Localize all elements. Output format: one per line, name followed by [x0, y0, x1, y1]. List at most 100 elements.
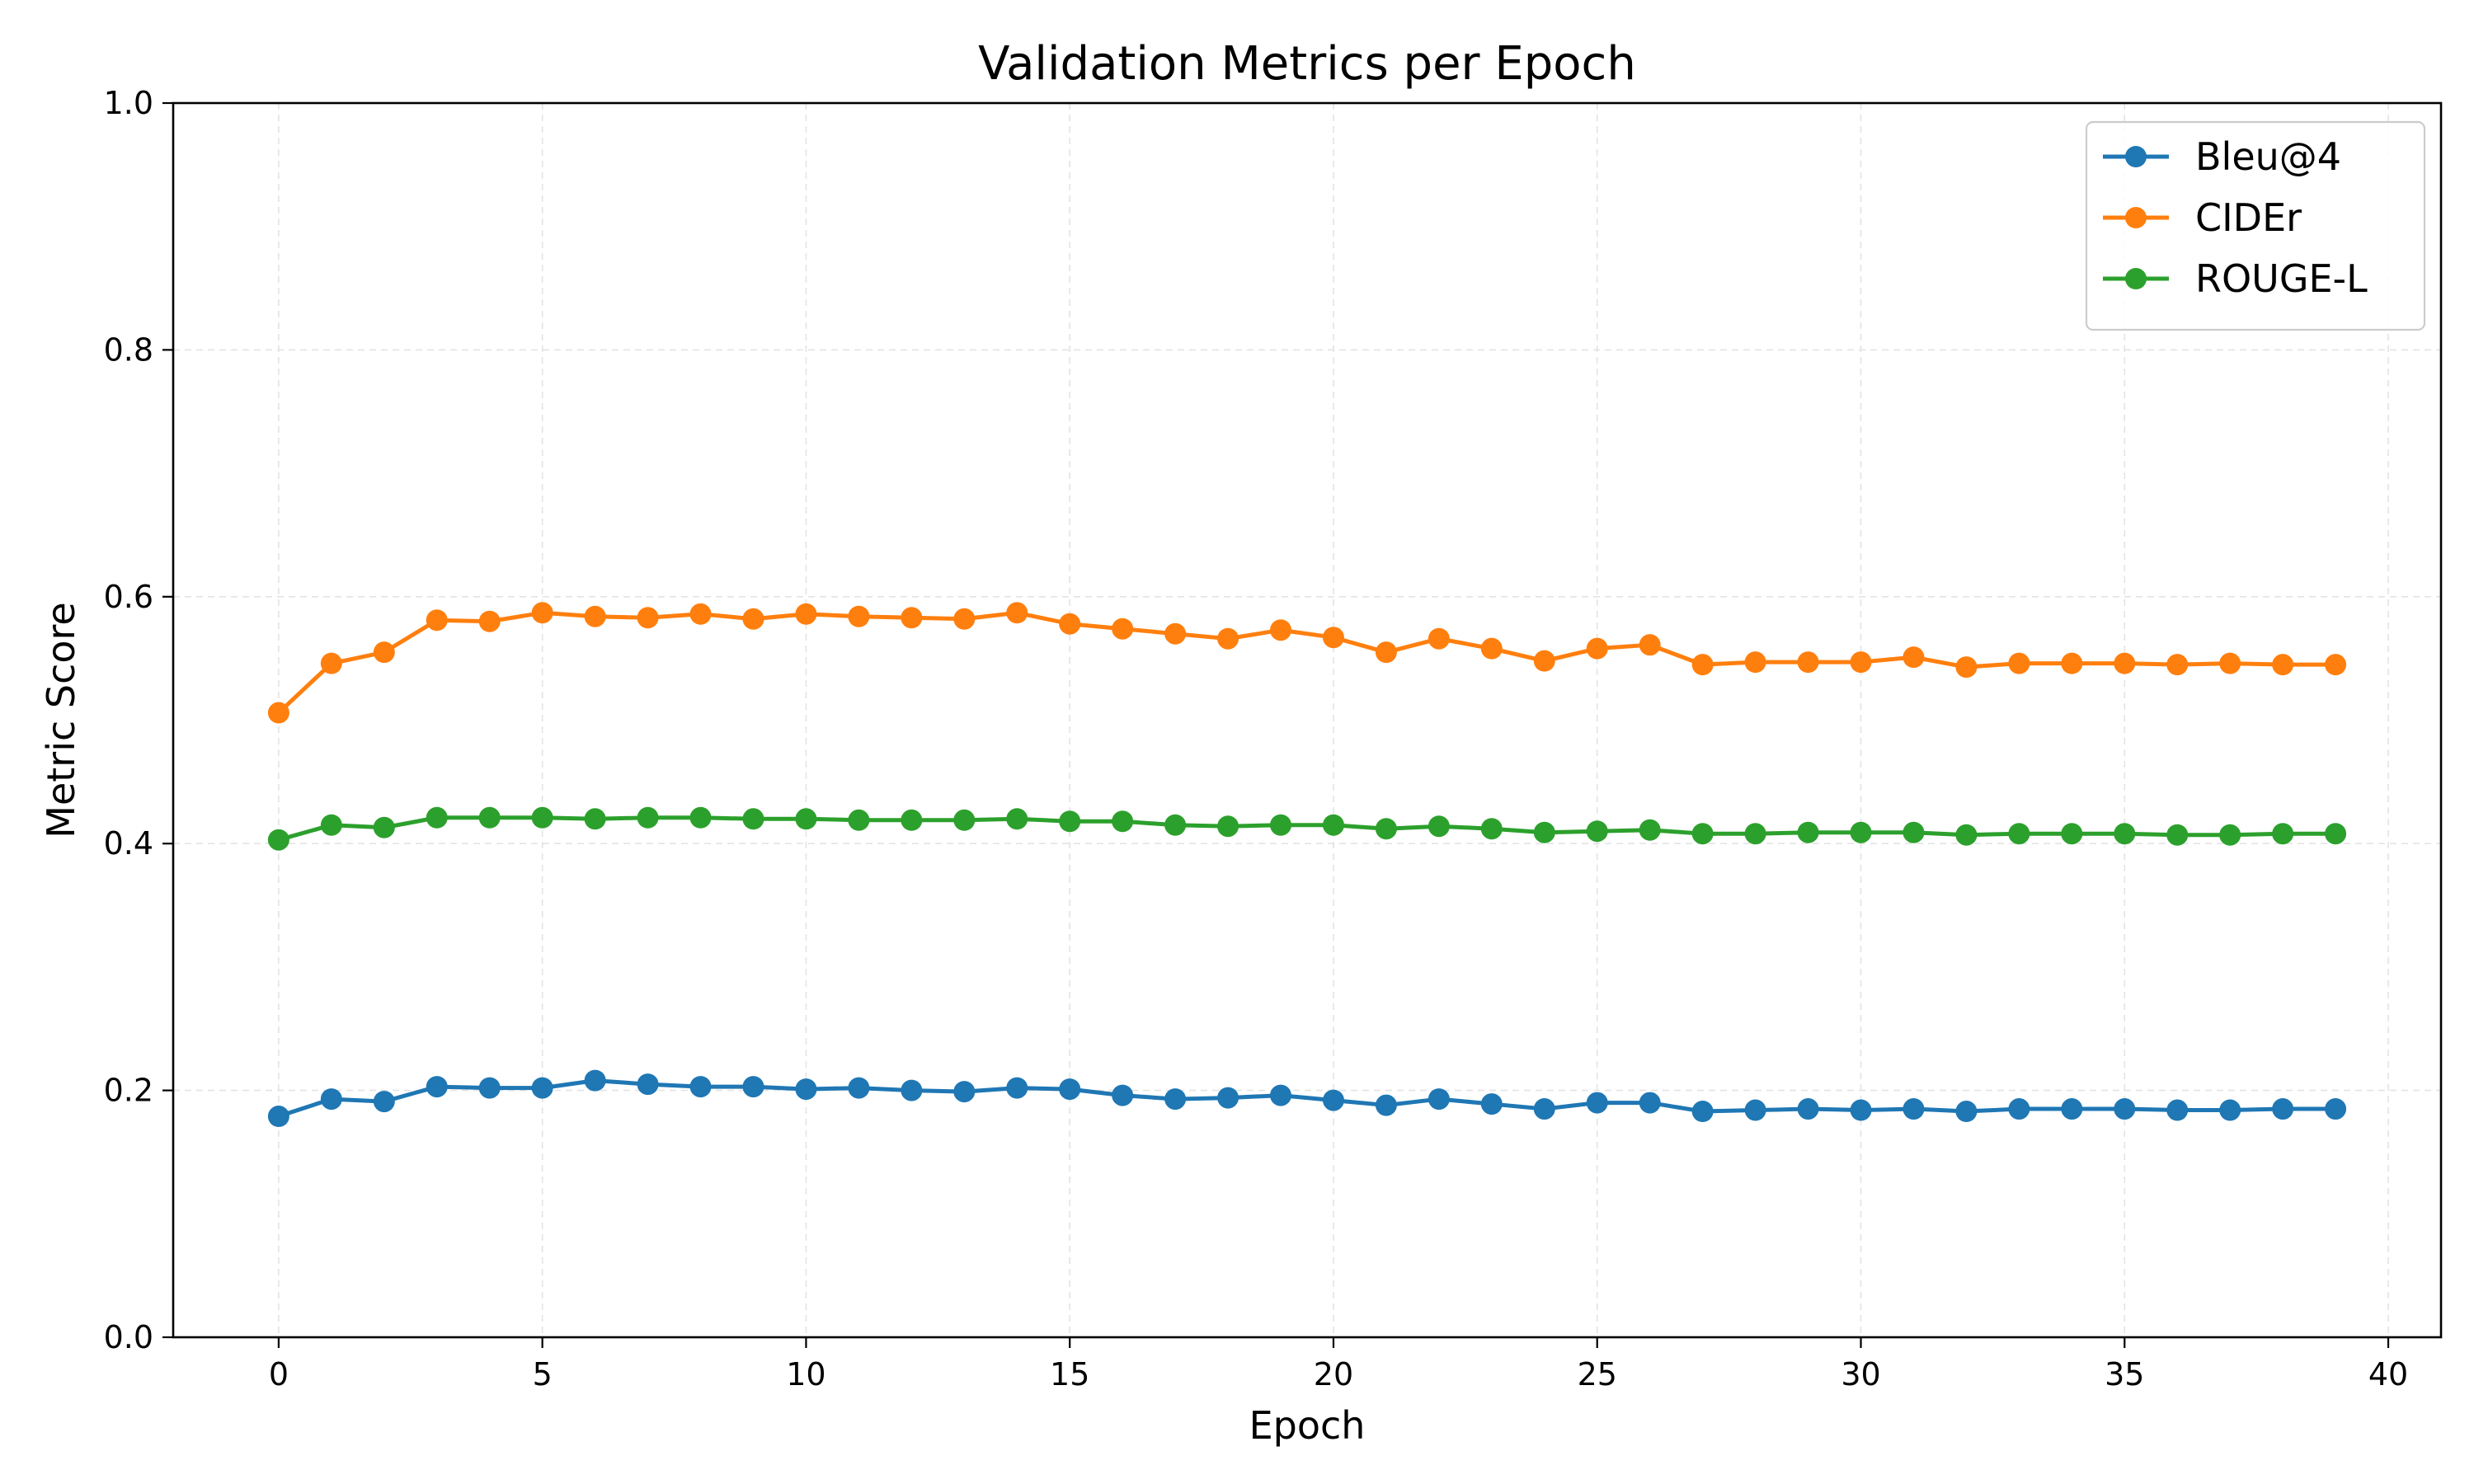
x-tick-label: 40	[2368, 1356, 2408, 1392]
data-point	[1850, 1099, 1872, 1121]
data-point	[373, 1091, 395, 1113]
data-point	[1797, 821, 1819, 843]
data-point	[584, 1069, 606, 1092]
data-point	[901, 809, 923, 831]
data-point	[1322, 1089, 1344, 1111]
legend-item: Bleu@4	[2103, 134, 2341, 179]
data-point	[320, 814, 342, 836]
legend-label: CIDEr	[2195, 195, 2302, 240]
data-point	[1533, 650, 1555, 672]
legend-label: ROUGE-L	[2195, 256, 2368, 301]
data-point	[848, 809, 870, 831]
data-point	[1322, 814, 1344, 836]
data-point	[1480, 637, 1503, 660]
data-point	[2219, 824, 2241, 846]
x-tick-label: 20	[1314, 1356, 1353, 1392]
data-point	[1480, 1093, 1503, 1115]
data-point	[2166, 1099, 2189, 1121]
data-point	[1375, 641, 1397, 664]
data-point	[426, 1076, 448, 1098]
data-point	[1270, 1084, 1292, 1106]
data-point	[1586, 637, 1608, 660]
legend-item: ROUGE-L	[2103, 256, 2368, 301]
data-point	[953, 809, 976, 831]
data-point	[1480, 818, 1503, 840]
y-tick-label: 0.0	[104, 1319, 153, 1355]
data-point	[1112, 810, 1134, 833]
data-point	[953, 1081, 976, 1103]
y-tick-label: 0.2	[104, 1073, 153, 1109]
legend-item: CIDEr	[2103, 195, 2302, 240]
data-point	[1322, 627, 1344, 649]
legend-marker	[2125, 207, 2147, 228]
data-point	[1639, 1092, 1661, 1114]
data-point	[637, 1073, 659, 1096]
data-point	[2114, 1098, 2136, 1120]
data-point	[267, 829, 289, 851]
y-tick-label: 0.4	[104, 825, 153, 862]
data-point	[1375, 818, 1397, 840]
data-point	[584, 605, 606, 627]
data-point	[1533, 1098, 1555, 1120]
data-point	[2061, 823, 2083, 845]
data-point	[2061, 652, 2083, 674]
data-point	[2325, 823, 2347, 845]
data-point	[1691, 654, 1714, 676]
data-point	[1059, 1078, 1081, 1101]
data-point	[689, 1076, 712, 1098]
plot-frame	[172, 101, 2443, 1339]
data-point	[1006, 602, 1028, 624]
data-point	[1586, 820, 1608, 843]
data-point	[1533, 821, 1555, 843]
data-point	[373, 641, 395, 664]
data-point	[1112, 1084, 1134, 1106]
data-point	[1375, 1094, 1397, 1116]
data-point	[2219, 1099, 2241, 1121]
data-point	[1112, 618, 1134, 640]
legend-marker	[2125, 146, 2147, 167]
data-point	[2272, 654, 2294, 676]
data-point	[2114, 823, 2136, 845]
data-point	[2008, 1098, 2030, 1120]
data-point	[1164, 1088, 1187, 1111]
data-point	[689, 603, 712, 625]
legend: Bleu@4 CIDEr ROUGE-L	[2085, 120, 2426, 331]
series-rouge-l	[267, 806, 2347, 851]
data-point	[1217, 1087, 1239, 1109]
data-point	[1639, 819, 1661, 841]
data-point	[2008, 823, 2030, 845]
data-point	[1427, 1088, 1450, 1111]
data-point	[531, 1077, 553, 1099]
data-point	[1955, 824, 1978, 846]
series-cider	[267, 602, 2347, 724]
series-layer	[267, 602, 2347, 1128]
x-tick-label: 0	[269, 1356, 289, 1392]
series-line	[277, 610, 2336, 715]
legend-label: Bleu@4	[2195, 134, 2341, 179]
data-point	[2219, 652, 2241, 674]
data-point	[1797, 651, 1819, 674]
series-line	[278, 1078, 2336, 1119]
data-point	[742, 1076, 764, 1098]
data-point	[1217, 627, 1239, 650]
data-point	[1903, 646, 1925, 669]
data-point	[901, 607, 923, 629]
data-point	[1270, 814, 1292, 836]
data-point	[373, 816, 395, 838]
data-point	[1691, 823, 1714, 845]
data-point	[1639, 634, 1661, 656]
data-point	[2008, 652, 2030, 674]
data-point	[795, 808, 817, 830]
data-point	[1955, 656, 1978, 679]
data-point	[2061, 1098, 2083, 1120]
data-point	[1059, 810, 1081, 833]
data-point	[267, 1106, 289, 1128]
series-bleu-4	[267, 1069, 2347, 1128]
data-point	[848, 605, 870, 627]
data-point	[320, 1088, 342, 1111]
x-tick-label: 15	[1050, 1356, 1089, 1392]
data-point	[531, 806, 553, 829]
data-point	[1006, 1077, 1028, 1099]
data-point	[689, 806, 712, 829]
